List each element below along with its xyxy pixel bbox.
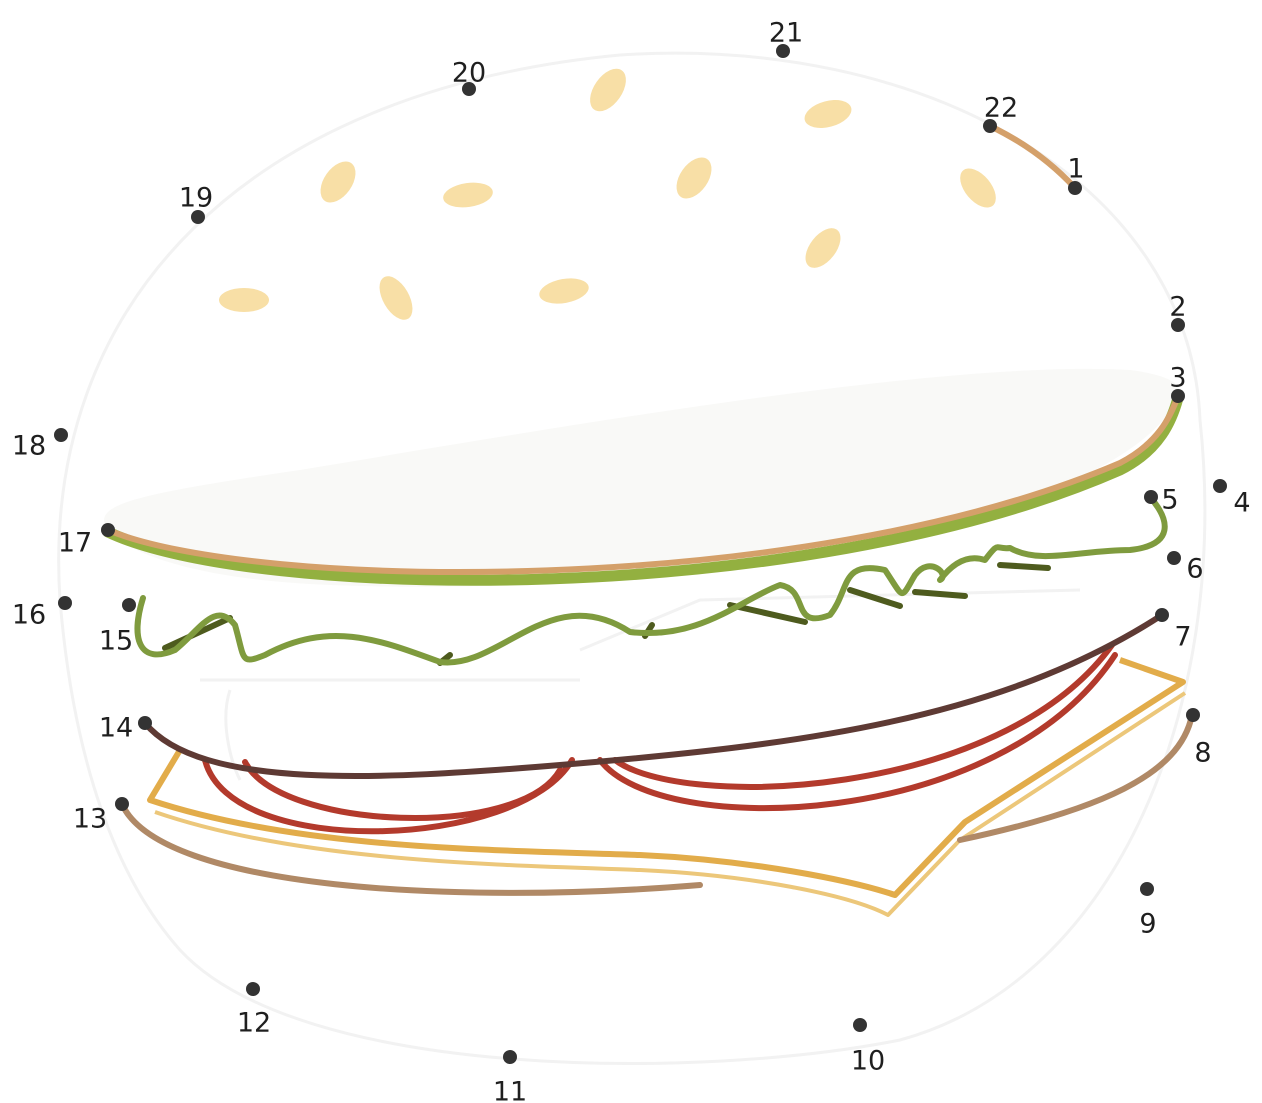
dot-marker [1144, 490, 1158, 504]
sesame-seed [219, 288, 269, 312]
dot-number-label: 14 [99, 713, 133, 744]
dot-14: 14 [99, 713, 152, 744]
dot-marker [853, 1018, 867, 1032]
dot-marker [246, 982, 260, 996]
dot-marker [54, 428, 68, 442]
sesame-seed [590, 68, 626, 112]
dot-18: 18 [12, 428, 68, 462]
dot-2: 2 [1169, 292, 1187, 332]
dot-marker [115, 797, 129, 811]
sesame-seed [805, 228, 841, 268]
dot-number-label: 16 [12, 600, 46, 631]
dot-number-label: 11 [493, 1077, 527, 1103]
dot-9: 9 [1139, 882, 1157, 940]
dot-19: 19 [179, 183, 213, 224]
dot-marker [1186, 708, 1200, 722]
dot-number-label: 2 [1169, 292, 1186, 323]
dot-number-label: 12 [237, 1008, 271, 1039]
dot-marker [191, 210, 205, 224]
dot-marker [101, 523, 115, 537]
dot-marker [503, 1050, 517, 1064]
dot-number-label: 5 [1161, 485, 1178, 516]
sesame-seed [539, 278, 589, 304]
dot-marker [776, 44, 790, 58]
dot-13: 13 [73, 797, 129, 835]
dot-marker [138, 716, 152, 730]
sesame-seed [676, 157, 712, 199]
onion-ring [142, 612, 1165, 779]
dot-marker [1140, 882, 1154, 896]
sesame-seed [443, 182, 493, 208]
dot-number-label: 15 [99, 626, 133, 657]
dot-marker [1171, 389, 1185, 403]
dot-22: 22 [983, 93, 1018, 133]
lettuce-leaf [134, 494, 1168, 666]
dot-16: 16 [12, 596, 72, 631]
dot-number-label: 22 [984, 93, 1018, 124]
sesame-seeds [219, 68, 996, 320]
cheese-slice [147, 657, 1187, 917]
dot-marker [1171, 318, 1185, 332]
dot-marker [1155, 608, 1169, 622]
bun-top-segment [987, 123, 1078, 191]
dot-4: 4 [1213, 479, 1251, 519]
middle-bun-slice [102, 368, 1184, 587]
dot-15: 15 [99, 598, 136, 657]
dot-8: 8 [1186, 708, 1212, 769]
dot-7: 7 [1155, 608, 1192, 653]
dot-number-label: 10 [851, 1046, 885, 1077]
dot-3: 3 [1169, 363, 1187, 403]
dot-11: 11 [493, 1050, 527, 1103]
sesame-seed [320, 161, 356, 203]
dot-number-label: 3 [1169, 363, 1186, 394]
dot-number-label: 4 [1233, 488, 1250, 519]
sesame-seed [804, 99, 852, 129]
dot-number-label: 21 [769, 18, 803, 49]
dot-5: 5 [1144, 485, 1179, 516]
dot-marker [1068, 181, 1082, 195]
dot-20: 20 [452, 58, 486, 96]
dot-17: 17 [58, 523, 115, 559]
dot-1: 1 [1067, 154, 1085, 195]
dot-marker [983, 119, 997, 133]
dot-number-label: 1 [1067, 154, 1084, 185]
dot-number-label: 18 [12, 431, 46, 462]
dot-number-label: 8 [1194, 738, 1211, 769]
tomato-slices [202, 642, 1118, 835]
dot-21: 21 [769, 18, 803, 58]
dot-marker [122, 598, 136, 612]
dot-number-label: 13 [73, 804, 107, 835]
dot-number-label: 9 [1139, 909, 1156, 940]
dot-number-label: 6 [1186, 554, 1203, 585]
sesame-seed [379, 276, 413, 320]
dot-10: 10 [851, 1018, 885, 1077]
dot-marker [1167, 551, 1181, 565]
sesame-seed [960, 168, 996, 208]
dot-number-label: 17 [58, 528, 92, 559]
dot-marker [462, 82, 476, 96]
dot-number-label: 19 [179, 183, 213, 214]
dot-12: 12 [237, 982, 271, 1039]
dot-marker [58, 596, 72, 610]
faint-sandwich-outline [57, 51, 1207, 1065]
dot-6: 6 [1167, 551, 1204, 585]
dot-number-label: 7 [1174, 622, 1191, 653]
dot-marker [1213, 479, 1227, 493]
patty-edge [119, 712, 1195, 896]
dot-number-label: 20 [452, 58, 486, 89]
